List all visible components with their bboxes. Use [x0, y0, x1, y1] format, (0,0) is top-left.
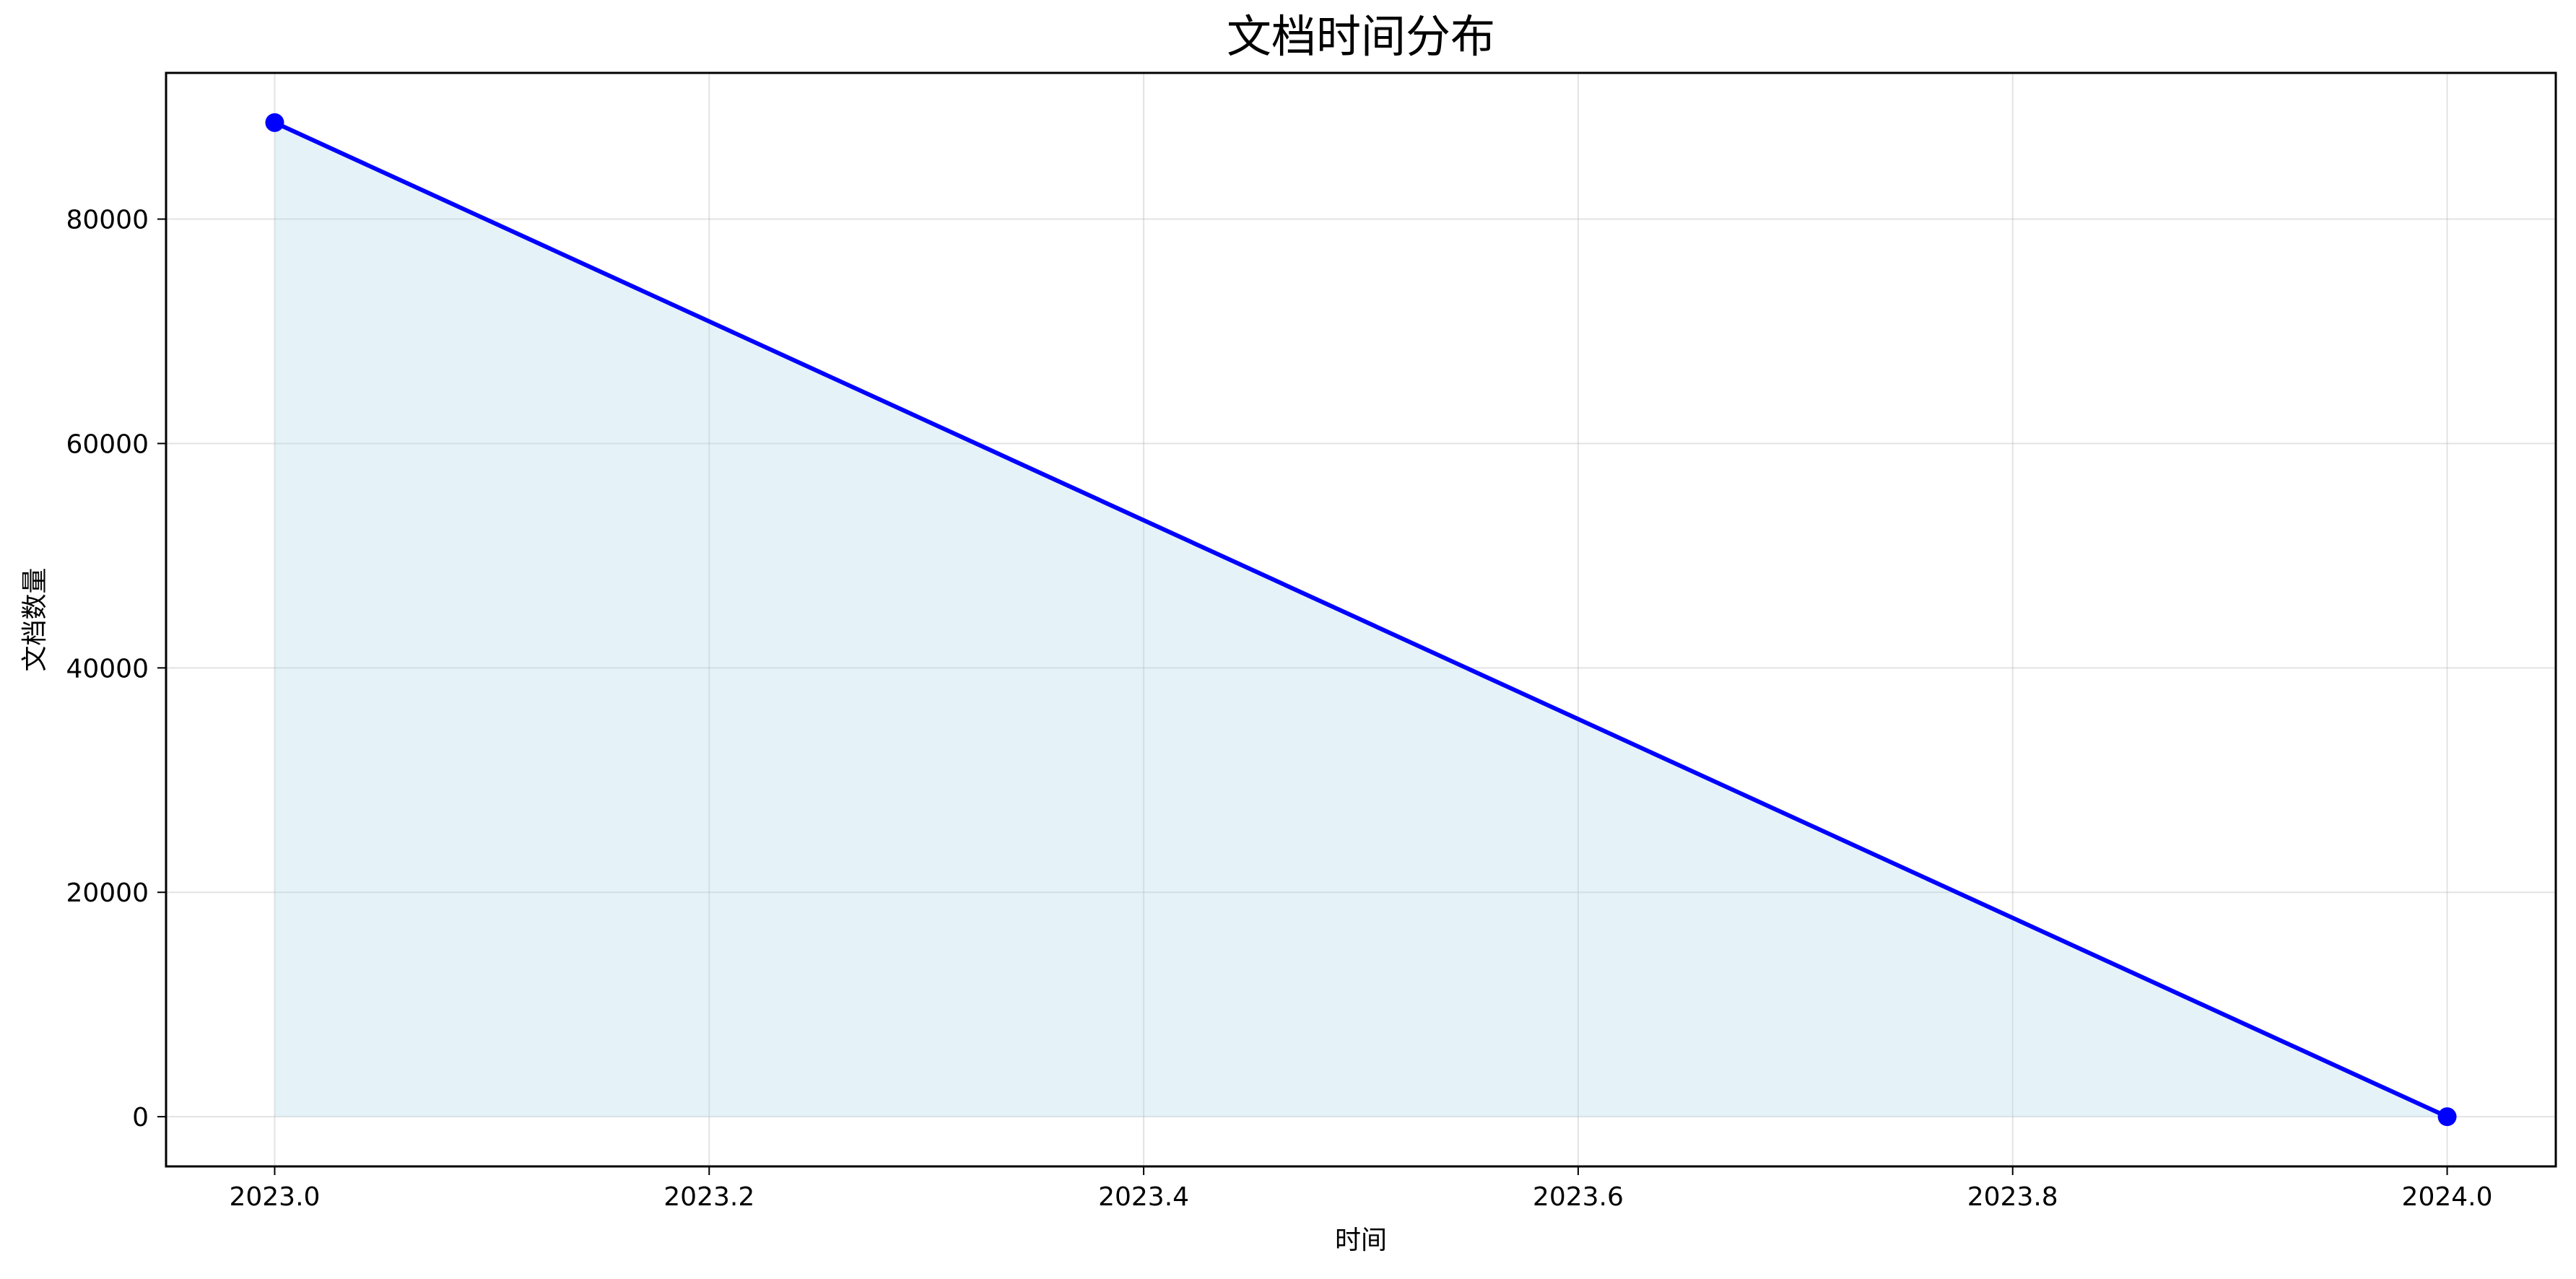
x-axis-ticks: 2023.0 2023.2 2023.4 2023.6 2023.8 2024.0: [229, 1166, 2493, 1212]
y-tick-label: 40000: [66, 654, 149, 684]
y-tick-label: 0: [132, 1103, 149, 1132]
data-point-marker: [265, 113, 284, 132]
x-axis-label: 时间: [1335, 1226, 1387, 1255]
y-axis-label: 文档数量: [20, 567, 50, 671]
grid: [166, 73, 2556, 1166]
y-tick-label: 80000: [66, 206, 149, 235]
x-tick-label: 2023.0: [229, 1182, 320, 1212]
series-line-layer: [274, 121, 2448, 1119]
series-markers: [265, 113, 2457, 1127]
y-tick-label: 60000: [66, 429, 149, 459]
x-tick-label: 2023.4: [1098, 1182, 1189, 1212]
chart-title: 文档时间分布: [1227, 10, 1495, 63]
x-tick-label: 2023.2: [663, 1182, 754, 1212]
series-line: [274, 121, 2448, 1119]
x-tick-label: 2024.0: [2402, 1182, 2493, 1212]
plot-frame: [165, 71, 2557, 1168]
data-point-marker: [2437, 1107, 2457, 1127]
x-tick-label: 2023.6: [1533, 1182, 1624, 1212]
y-tick-label: 20000: [66, 878, 149, 908]
y-axis-ticks: 0 20000 40000 60000 80000: [66, 206, 166, 1132]
x-tick-label: 2023.8: [1967, 1182, 2058, 1212]
